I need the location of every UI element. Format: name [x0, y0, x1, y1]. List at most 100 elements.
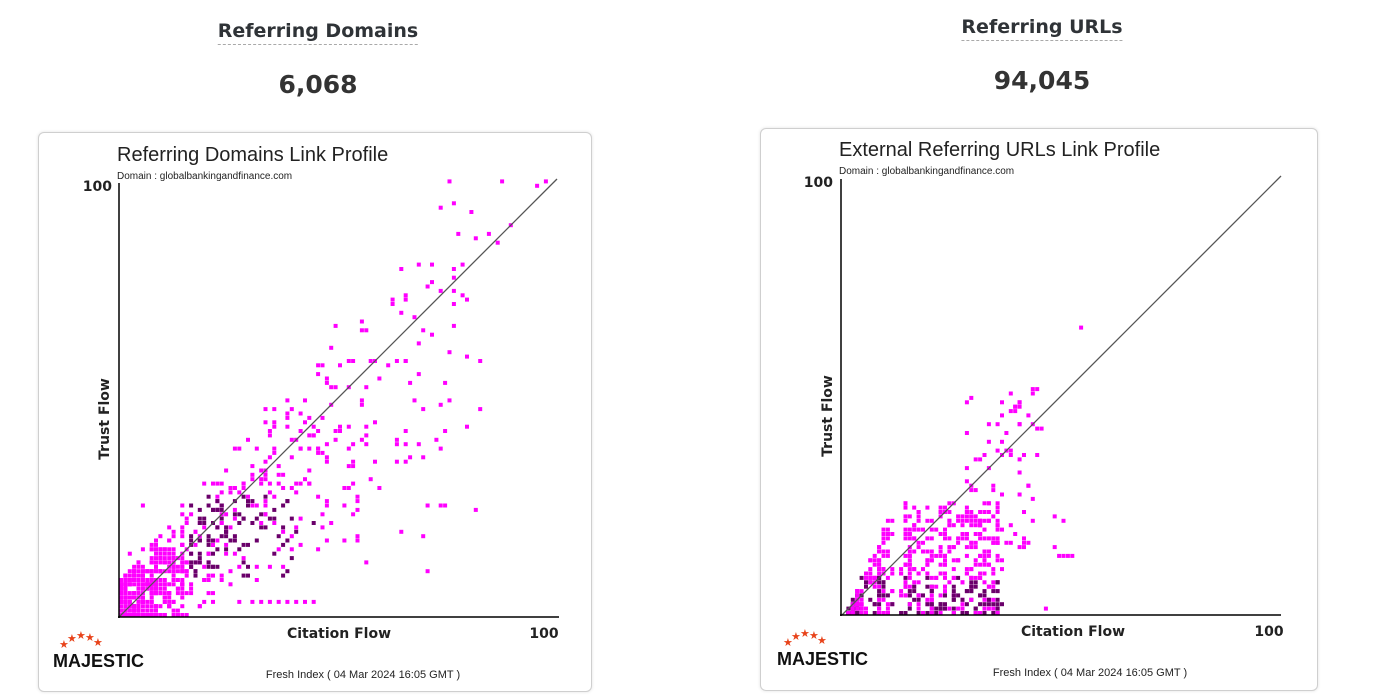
data-point: [324, 442, 329, 447]
data-point: [184, 516, 189, 521]
data-point: [132, 564, 137, 569]
data-point: [136, 564, 141, 569]
referring-urls-title[interactable]: Referring URLs: [961, 15, 1123, 41]
data-point: [1030, 518, 1035, 523]
majestic-logo: ★★ ★ ★★ MAJESTIC: [53, 629, 144, 671]
data-point: [202, 521, 207, 525]
data-point: [969, 488, 974, 493]
data-point: [982, 606, 987, 611]
data-point: [294, 599, 299, 604]
data-point: [307, 415, 312, 420]
data-point: [991, 488, 996, 493]
data-point: [298, 429, 303, 433]
data-point: [465, 424, 469, 429]
data-point: [903, 580, 908, 585]
data-point: [175, 578, 180, 582]
data-point: [986, 597, 991, 602]
data-point: [158, 551, 163, 556]
data-point: [276, 472, 281, 477]
data-point: [149, 613, 154, 617]
data-point: [197, 521, 202, 525]
data-point: [947, 580, 952, 585]
data-point: [881, 549, 886, 554]
data-point: [964, 514, 969, 519]
data-point: [140, 582, 145, 587]
data-point: [390, 297, 395, 302]
data-point: [1004, 431, 1009, 435]
data-point: [189, 538, 194, 543]
data-point: [964, 611, 969, 615]
data-point: [850, 611, 855, 615]
data-point: [303, 599, 307, 604]
data-point: [938, 505, 943, 510]
data-point: [184, 560, 189, 565]
data-point: [1026, 413, 1031, 418]
data-point: [982, 527, 987, 532]
data-point: [215, 499, 220, 504]
data-point: [171, 556, 176, 561]
data-point: [263, 499, 268, 504]
data-point: [929, 558, 934, 563]
data-point: [868, 571, 873, 576]
data-point: [228, 486, 233, 490]
data-point: [219, 578, 224, 582]
data-point: [925, 571, 930, 576]
data-point: [1070, 553, 1075, 558]
data-point: [1017, 404, 1022, 409]
data-point: [294, 525, 299, 530]
data-point: [241, 560, 246, 565]
data-point: [285, 569, 290, 574]
data-point: [438, 402, 443, 407]
data-point: [855, 606, 860, 611]
data-point: [982, 558, 987, 563]
data-point: [969, 395, 974, 400]
data-point: [355, 499, 360, 504]
logo-stars-icon: ★★ ★ ★★: [783, 627, 827, 649]
data-point: [947, 545, 952, 550]
data-point: [929, 602, 934, 607]
data-point: [978, 611, 983, 615]
data-point: [119, 591, 123, 596]
data-point: [390, 302, 395, 306]
data-point: [132, 569, 137, 574]
data-point: [899, 567, 904, 572]
data-point: [925, 611, 930, 615]
data-point: [899, 593, 904, 598]
y-tick-100: 100: [804, 175, 833, 191]
data-point: [149, 542, 154, 547]
data-point: [136, 608, 141, 613]
chart-title: Referring Domains Link Profile: [117, 144, 388, 166]
data-point: [956, 536, 961, 541]
referring-domains-title[interactable]: Referring Domains: [217, 19, 419, 45]
data-point: [978, 571, 983, 576]
data-point: [943, 562, 947, 567]
data-point: [276, 481, 281, 486]
data-point: [119, 595, 123, 600]
data-point: [316, 363, 321, 368]
data-point: [969, 540, 974, 545]
data-point: [140, 595, 145, 600]
data-point: [167, 604, 172, 609]
data-point: [1026, 483, 1031, 488]
data-point: [978, 518, 983, 523]
data-point: [916, 580, 921, 585]
data-point: [136, 578, 141, 582]
data-point: [982, 593, 987, 598]
data-point: [399, 267, 404, 271]
data-point: [154, 542, 158, 547]
data-point: [907, 562, 912, 567]
data-point: [237, 564, 242, 569]
data-point: [1000, 602, 1004, 607]
data-point: [925, 584, 930, 589]
data-point: [964, 466, 969, 471]
data-point: [364, 442, 369, 447]
data-point: [355, 494, 360, 499]
data-point: [943, 584, 947, 589]
data-point: [206, 503, 211, 508]
data-point: [162, 586, 167, 591]
data-point: [154, 586, 158, 591]
data-point: [246, 564, 250, 569]
data-point: [250, 499, 255, 504]
data-point: [921, 549, 925, 554]
data-point: [991, 580, 996, 585]
